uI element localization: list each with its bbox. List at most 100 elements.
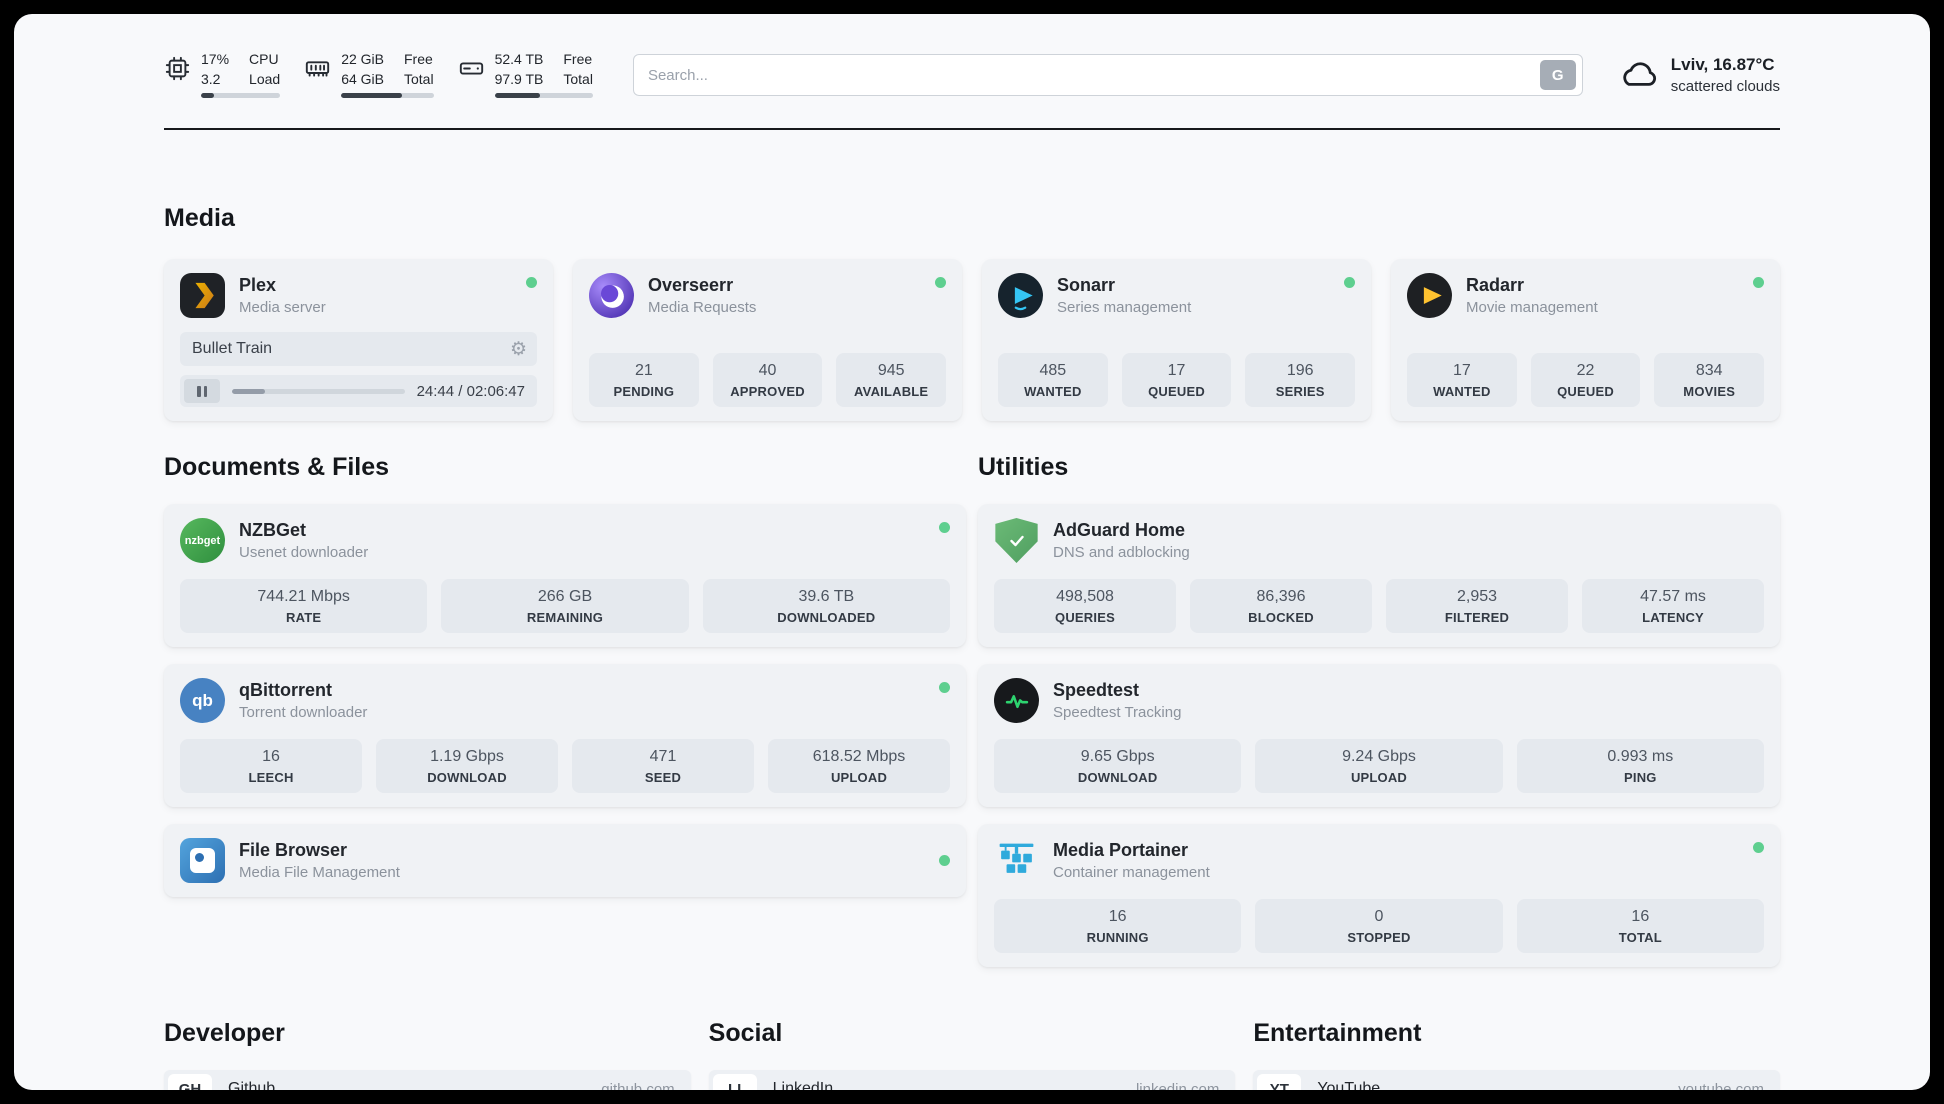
sonarr-card[interactable]: Sonarr Series management 485 WANTED 17 Q… <box>982 259 1371 421</box>
stat-box: 47.57 ms LATENCY <box>1582 579 1764 633</box>
stat-value: 9.24 Gbps <box>1342 748 1416 765</box>
entertainment-section: Entertainment YT YouTube youtube.com NF … <box>1253 1019 1780 1090</box>
speedtest-card[interactable]: Speedtest Speedtest Tracking 9.65 Gbps D… <box>978 664 1780 807</box>
filebrowser-icon <box>180 838 225 883</box>
cpu-load-label: Load <box>249 70 281 87</box>
service-subtitle: Series management <box>1057 299 1192 316</box>
stat-label: DOWNLOADED <box>777 610 876 625</box>
stat-value: 0.993 ms <box>1607 748 1674 765</box>
stat-value: 40 <box>758 362 777 379</box>
disk-usage-bar <box>494 92 593 98</box>
cpu-widget: 17% 3.2 CPU Load <box>164 51 281 98</box>
radarr-icon <box>1407 273 1452 318</box>
status-dot <box>1753 277 1764 288</box>
stat-value: 1.19 Gbps <box>430 748 504 765</box>
stat-label: RUNNING <box>1086 930 1149 945</box>
stat-box: 16 TOTAL <box>1516 899 1764 953</box>
link-row-github[interactable]: GH Github github.com <box>164 1070 691 1090</box>
stat-value: 16 <box>1108 908 1127 925</box>
disk-stats: 52.4 TB 97.9 TB Free Total <box>494 51 593 98</box>
stat-value: 744.21 Mbps <box>257 588 350 605</box>
portainer-card[interactable]: Media Portainer Container management 16 … <box>978 824 1780 967</box>
stat-value: 9.65 Gbps <box>1080 748 1155 765</box>
memory-usage-bar <box>341 92 434 98</box>
service-name: Plex <box>239 275 277 295</box>
social-section: Social LI LinkedIn linkedin.com TW Twitt… <box>708 1019 1236 1090</box>
search-input[interactable] <box>647 66 1540 84</box>
stat-box: 266 GB REMAINING <box>441 579 689 633</box>
plex-icon <box>180 273 225 318</box>
service-name: Media Portainer <box>1053 840 1189 860</box>
cpu-label: CPU <box>249 51 279 68</box>
link-row-youtube[interactable]: YT YouTube youtube.com <box>1253 1070 1780 1090</box>
stat-label: QUERIES <box>1055 610 1115 625</box>
link-row-linkedin[interactable]: LI LinkedIn linkedin.com <box>708 1070 1236 1090</box>
sonarr-icon <box>998 273 1043 318</box>
service-name: Speedtest <box>1053 680 1140 700</box>
weather-condition: scattered clouds <box>1670 78 1780 95</box>
overseerr-card[interactable]: Overseerr Media Requests 21 PENDING 40 A… <box>573 259 962 421</box>
stat-value: 0 <box>1374 908 1384 925</box>
developer-section-title: Developer <box>164 1019 285 1047</box>
stat-label: RATE <box>286 610 322 625</box>
nzbget-card[interactable]: nzbget NZBGet Usenet downloader 744.21 M… <box>164 504 966 647</box>
stat-label: FILTERED <box>1444 610 1510 625</box>
link-badge: GH <box>168 1074 212 1090</box>
stat-box: 16 RUNNING <box>994 899 1242 953</box>
playback-progress-bar[interactable] <box>232 388 405 394</box>
stat-value: 47.57 ms <box>1640 588 1706 605</box>
stat-value: 2,953 <box>1456 588 1498 605</box>
stat-box: 618.52 Mbps UPLOAD <box>768 739 950 793</box>
status-dot <box>1753 842 1764 853</box>
utilities-section-title: Utilities <box>978 453 1069 481</box>
stat-label: DOWNLOAD <box>1077 770 1158 785</box>
stat-value: 16 <box>262 748 280 765</box>
stat-box: 0.993 ms PING <box>1516 739 1764 793</box>
status-dot <box>939 522 950 533</box>
stat-value: 16 <box>1631 908 1650 925</box>
stat-label: SEED <box>644 770 682 785</box>
disk-icon <box>458 55 485 82</box>
radarr-card[interactable]: Radarr Movie management 17 WANTED 22 QUE… <box>1391 259 1780 421</box>
filebrowser-card[interactable]: File Browser Media File Management <box>164 824 966 897</box>
header-divider <box>164 128 1780 130</box>
header-bar: 17% 3.2 CPU Load <box>164 42 1780 108</box>
plex-card[interactable]: Plex Media server Bullet Train ⚙ 24:44 /… <box>164 259 553 421</box>
stat-label: UPLOAD <box>830 770 888 785</box>
dashboard-app: 17% 3.2 CPU Load <box>14 14 1930 1090</box>
disk-widget: 52.4 TB 97.9 TB Free Total <box>458 51 593 98</box>
stat-label: QUEUED <box>1148 384 1205 399</box>
speedtest-icon <box>994 678 1039 723</box>
stat-box: 196 SERIES <box>1245 353 1356 407</box>
qbittorrent-icon: qb <box>180 678 225 723</box>
developer-section: Developer GH Github github.com SO StackO… <box>164 1019 691 1090</box>
disk-total-value: 97.9 TB <box>494 70 544 87</box>
memory-widget: 22 GiB 64 GiB Free Total <box>304 51 434 98</box>
qbittorrent-card[interactable]: qb qBittorrent Torrent downloader 16 LEE… <box>164 664 966 807</box>
stat-box: 16 LEECH <box>180 739 362 793</box>
stat-label: APPROVED <box>730 384 805 399</box>
service-subtitle: Media server <box>239 299 326 316</box>
adguard-card[interactable]: AdGuard Home DNS and adblocking 498,508 … <box>978 504 1780 647</box>
stat-value: 618.52 Mbps <box>812 748 906 765</box>
disk-total-label: Total <box>563 70 593 87</box>
gear-icon[interactable]: ⚙ <box>509 338 527 360</box>
media-section: Media Plex <box>164 204 1780 421</box>
cpu-load-value: 3.2 <box>201 70 221 87</box>
stat-box: 40 APPROVED <box>712 353 823 407</box>
cpu-stats: 17% 3.2 CPU Load <box>201 51 281 98</box>
stat-box: 9.65 Gbps DOWNLOAD <box>994 739 1242 793</box>
service-subtitle: Speedtest Tracking <box>1053 704 1182 721</box>
stat-label: PENDING <box>613 384 675 399</box>
search-engine-button[interactable]: G <box>1539 60 1576 90</box>
stat-box: 834 MOVIES <box>1654 353 1765 407</box>
service-name: AdGuard Home <box>1053 520 1186 540</box>
service-name: Sonarr <box>1057 275 1116 295</box>
links-area: Developer GH Github github.com SO StackO… <box>164 1019 1780 1090</box>
pause-button[interactable] <box>184 379 220 403</box>
service-name: qBittorrent <box>239 680 332 700</box>
search-box: G <box>632 54 1583 96</box>
cpu-icon <box>164 55 191 82</box>
memory-free-label: Free <box>404 51 433 68</box>
